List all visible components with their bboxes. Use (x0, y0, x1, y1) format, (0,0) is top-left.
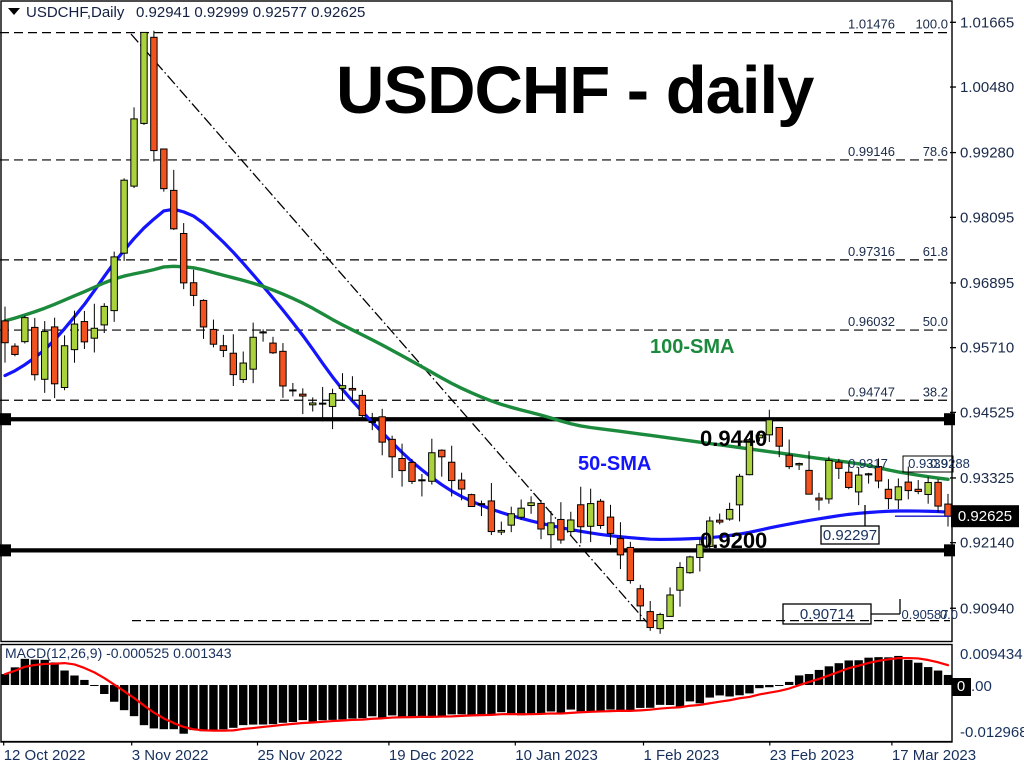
svg-text:1.00480: 1.00480 (960, 79, 1014, 96)
svg-text:100-SMA: 100-SMA (650, 336, 734, 358)
svg-text:-0.012968: -0.012968 (960, 724, 1024, 741)
svg-text:USDCHF - daily: USDCHF - daily (336, 53, 814, 128)
svg-text:0.009434: 0.009434 (960, 646, 1023, 663)
svg-text:0.90714: 0.90714 (800, 606, 854, 623)
svg-text:0.99146: 0.99146 (848, 144, 895, 159)
svg-text:0.92941 0.92999 0.92577 0.9262: 0.92941 0.92999 0.92577 0.92625 (136, 4, 365, 21)
svg-text:0.9288: 0.9288 (930, 456, 970, 471)
svg-text:0.92140: 0.92140 (960, 535, 1014, 552)
svg-text:0.9317: 0.9317 (848, 456, 888, 471)
svg-text:100.0: 100.0 (915, 17, 948, 32)
svg-text:0.98095: 0.98095 (960, 209, 1014, 226)
svg-text:0.9440: 0.9440 (700, 426, 767, 451)
svg-text:0: 0 (957, 678, 965, 695)
svg-text:38.2: 38.2 (923, 384, 948, 399)
svg-text:50.0: 50.0 (923, 314, 948, 329)
svg-text:61.8: 61.8 (923, 244, 948, 259)
svg-text:USDCHF,Daily: USDCHF,Daily (26, 4, 125, 21)
svg-text:0.94525: 0.94525 (960, 404, 1014, 421)
svg-text:.00: .00 (971, 678, 992, 695)
svg-text:0.94747: 0.94747 (848, 384, 895, 399)
svg-text:0.0: 0.0 (940, 607, 958, 622)
svg-text:0.90940: 0.90940 (960, 600, 1014, 617)
svg-text:0.92625: 0.92625 (958, 508, 1012, 525)
svg-text:0.99280: 0.99280 (960, 145, 1014, 162)
svg-text:0.92297: 0.92297 (823, 527, 877, 544)
svg-text:MACD(12,26,9) -0.000525 0.0013: MACD(12,26,9) -0.000525 0.001343 (5, 645, 232, 661)
svg-text:1.01476: 1.01476 (848, 17, 895, 32)
svg-text:0.95710: 0.95710 (960, 340, 1014, 357)
svg-text:0.96895: 0.96895 (960, 275, 1014, 292)
svg-text:1.01665: 1.01665 (960, 14, 1014, 31)
svg-text:0.97316: 0.97316 (848, 244, 895, 259)
svg-text:0.96032: 0.96032 (848, 314, 895, 329)
svg-text:0.93325: 0.93325 (960, 470, 1014, 487)
svg-text:0.9200: 0.9200 (700, 528, 767, 553)
svg-text:78.6: 78.6 (923, 144, 948, 159)
svg-text:50-SMA: 50-SMA (578, 453, 651, 475)
